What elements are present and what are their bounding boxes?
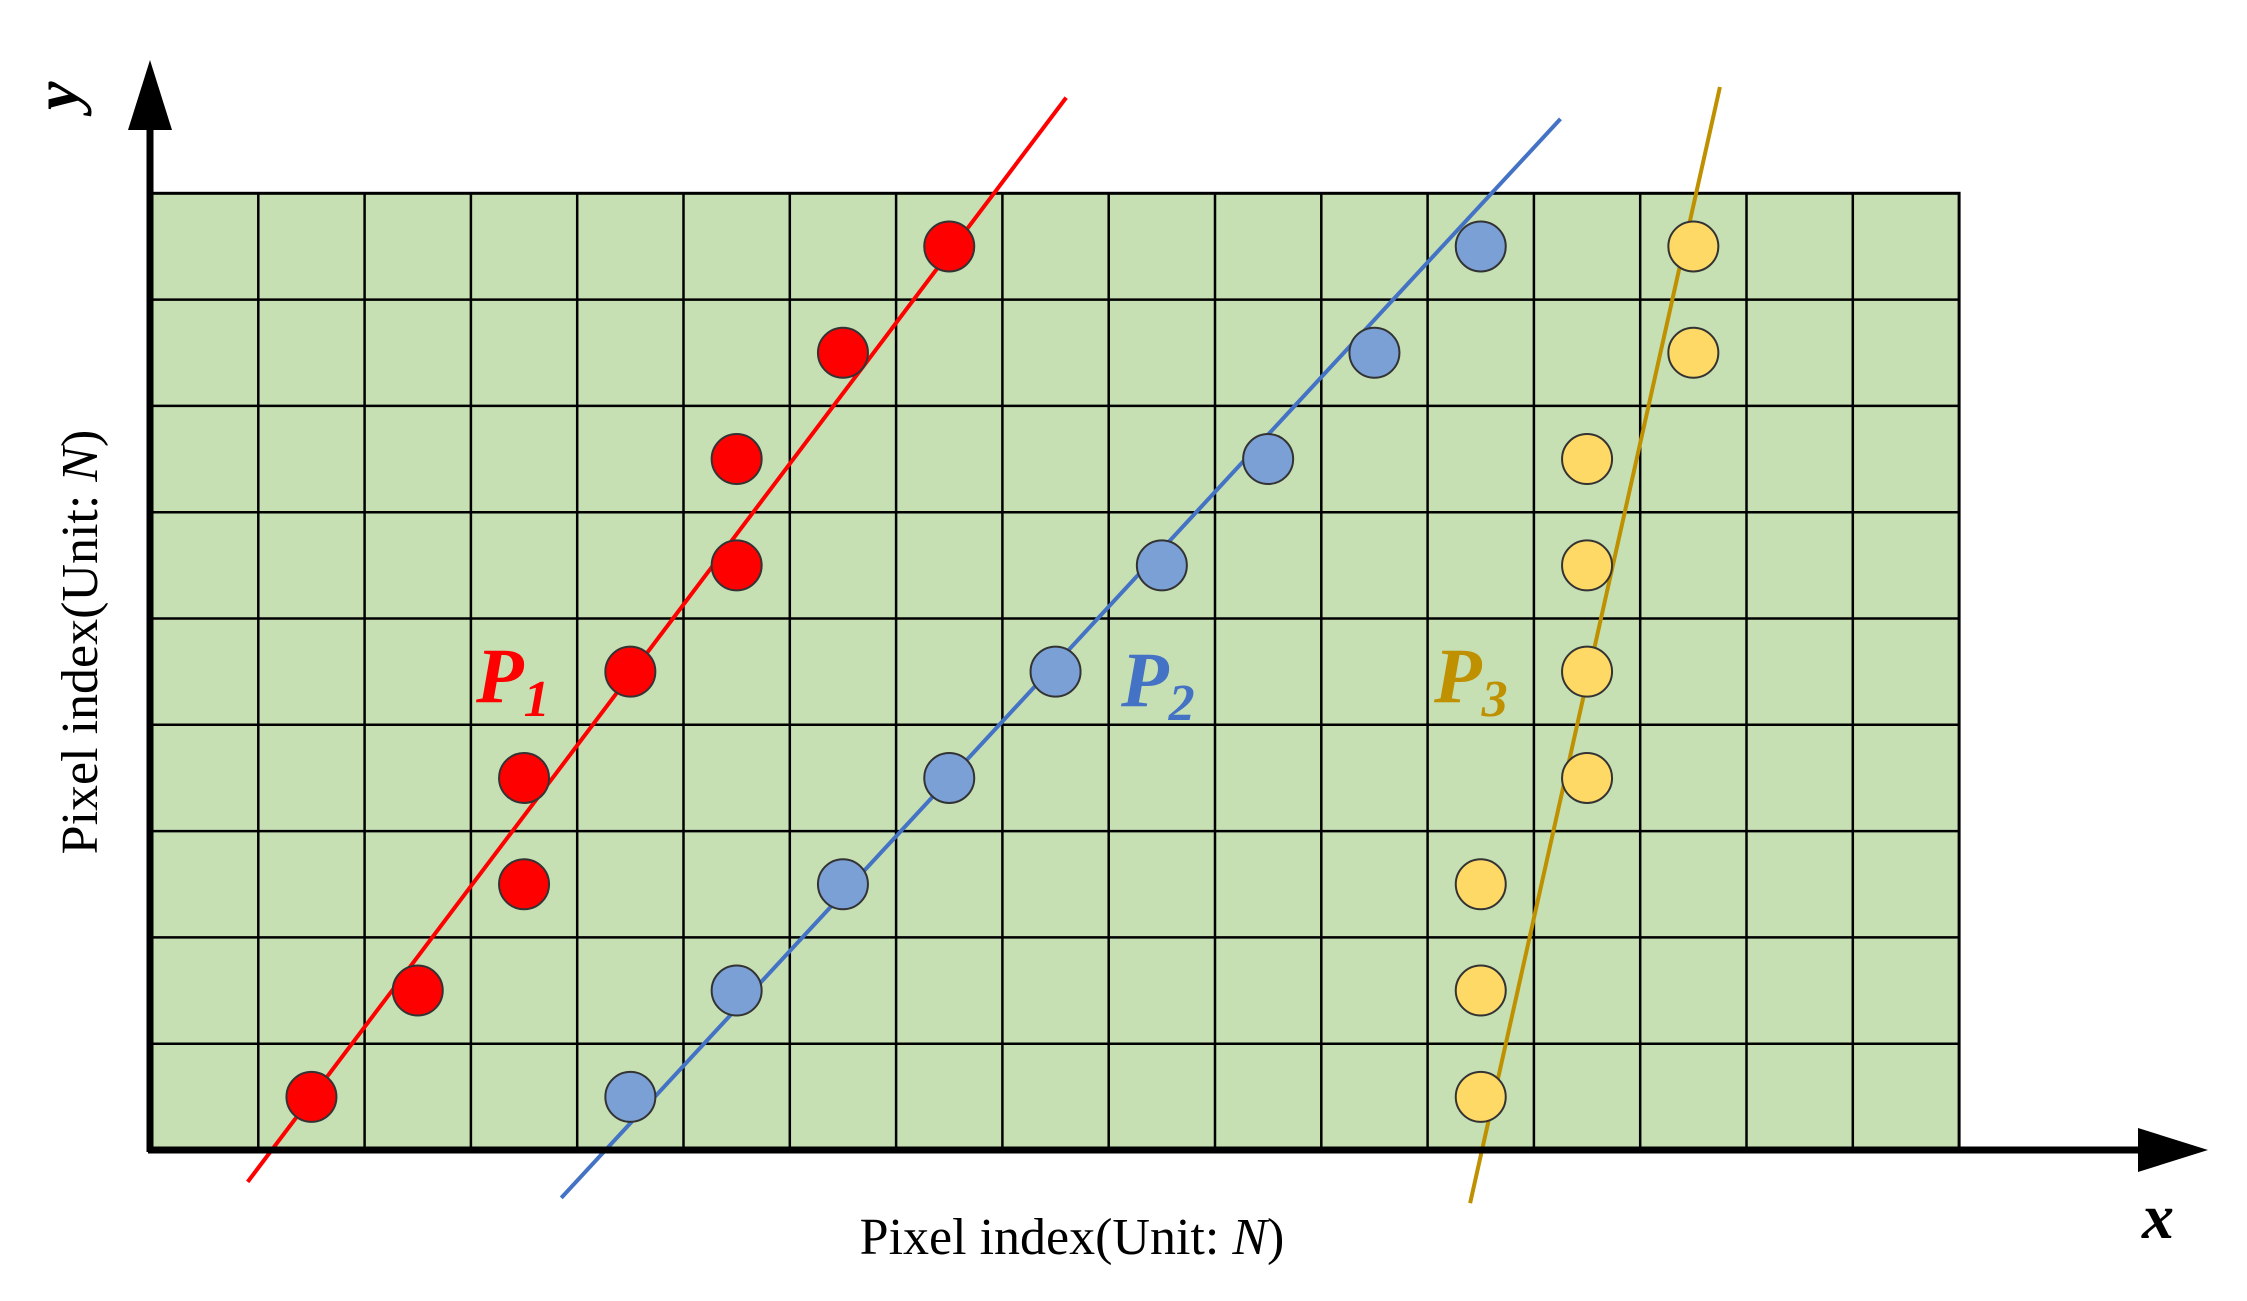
series-label-p3: P3 [1433, 632, 1508, 728]
fit-line-p1 [246, 96, 1068, 1184]
pixel-point-p2 [1348, 326, 1401, 379]
y-axis-arrowhead [128, 60, 172, 130]
pixel-point-p1 [498, 858, 551, 911]
pixel-point-p3 [1667, 326, 1720, 379]
pixel-point-p1 [498, 751, 551, 804]
pixel-point-p3 [1561, 539, 1614, 592]
pixel-point-p2 [1454, 220, 1507, 273]
pixel-point-p2 [1029, 645, 1082, 698]
pixel-point-p1 [391, 964, 444, 1017]
pixel-point-p2 [604, 1070, 657, 1123]
pixel-point-p3 [1667, 220, 1720, 273]
pixel-point-p2 [923, 751, 976, 804]
x-axis-letter: x [2141, 1181, 2174, 1252]
pixel-grid [150, 191, 1961, 1152]
x-axis-arrowhead [2138, 1128, 2208, 1172]
x-axis-label: Pixel index(Unit: N) [860, 1209, 1285, 1266]
fit-line-p3 [1468, 86, 1722, 1204]
y-axis-label: Pixel index(Unit: N) [52, 430, 109, 855]
pixel-point-p2 [816, 858, 869, 911]
pixel-point-p2 [1242, 433, 1295, 486]
series-label-p1: P1 [475, 632, 550, 728]
pixel-point-p3 [1561, 433, 1614, 486]
pixel-point-p3 [1561, 645, 1614, 698]
pixel-point-p3 [1454, 1070, 1507, 1123]
y-axis-letter: y [21, 81, 92, 117]
pixel-point-p1 [285, 1070, 338, 1123]
pixel-point-p2 [1135, 539, 1188, 592]
pixel-points [285, 220, 1720, 1123]
pixel-point-p1 [923, 220, 976, 273]
pixel-point-p2 [710, 964, 763, 1017]
pixel-point-p1 [710, 433, 763, 486]
pixel-point-p1 [604, 645, 657, 698]
pixel-point-p1 [710, 539, 763, 592]
pixel-point-p3 [1454, 858, 1507, 911]
series-label-p2: P2 [1120, 636, 1195, 732]
pixel-point-p3 [1454, 964, 1507, 1017]
pixel-point-p3 [1561, 751, 1614, 804]
pixel-point-p1 [816, 326, 869, 379]
